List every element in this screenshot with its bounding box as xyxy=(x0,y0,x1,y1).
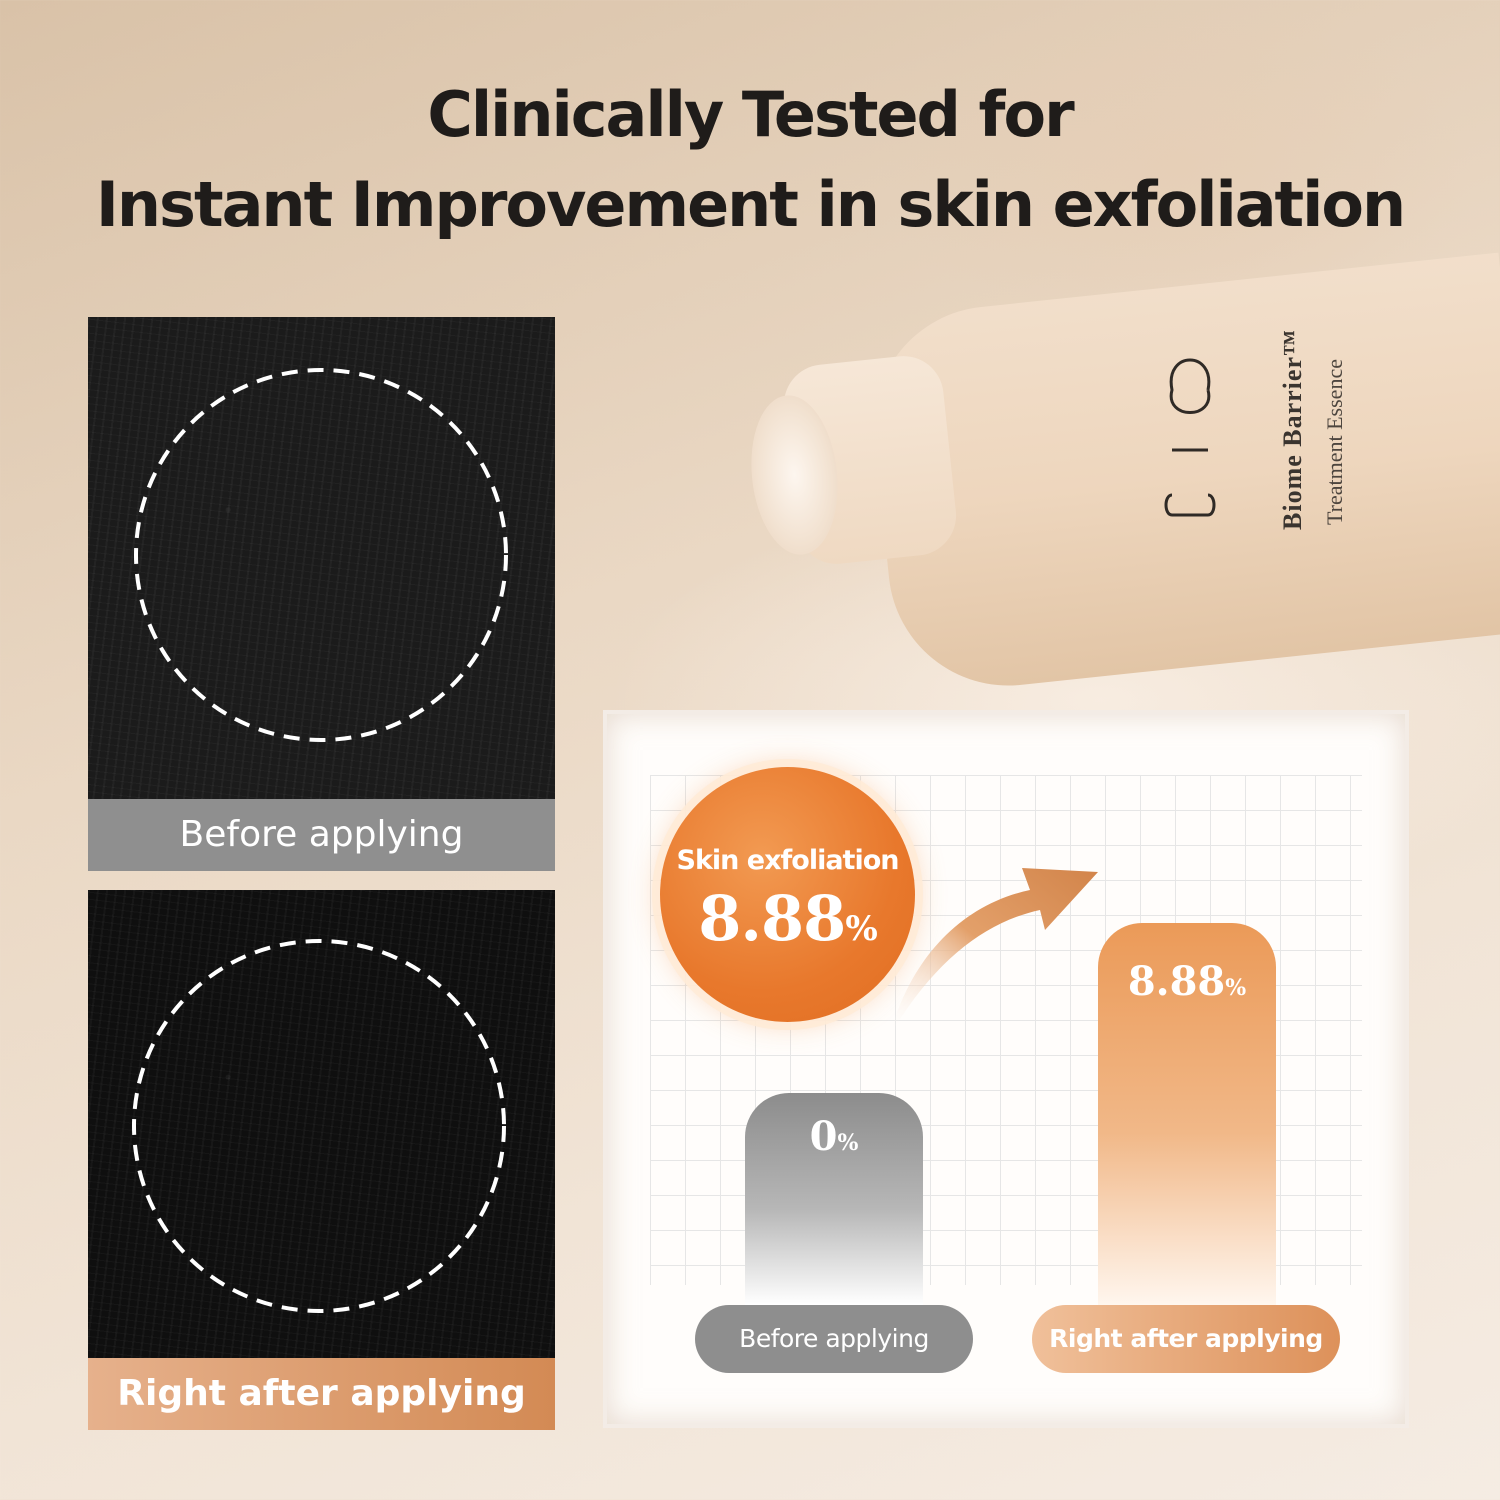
dashed-circle-marker xyxy=(134,368,508,742)
bar-value-label: 8.88% xyxy=(1127,958,1247,1006)
before-photo-caption: Before applying xyxy=(88,799,555,871)
headline-line-2: Instant Improvement in skin exfoliation xyxy=(95,168,1406,241)
bar-value-label: 0% xyxy=(809,1113,859,1160)
skin-exfoliation-badge: Skin exfoliation 8.88% xyxy=(660,767,915,1022)
after-skin-photo xyxy=(88,890,555,1358)
brand-logo xyxy=(1164,358,1216,517)
product-subtitle: Treatment Essence xyxy=(1322,359,1347,525)
bar-before: 0% xyxy=(745,1093,923,1305)
before-skin-photo xyxy=(88,317,555,799)
bar-after: 8.88% xyxy=(1098,923,1276,1305)
badge-label: Skin exfoliation xyxy=(676,845,900,876)
product-name: Biome Barrier™ xyxy=(1278,329,1307,530)
increase-arrow-icon xyxy=(890,868,1098,1035)
category-label-after: Right after applying xyxy=(1032,1305,1340,1373)
headline-line-1: Clinically Tested for xyxy=(427,78,1074,151)
after-photo-caption: Right after applying xyxy=(88,1358,555,1430)
dashed-circle-marker xyxy=(132,939,506,1313)
category-label-before: Before applying xyxy=(695,1305,973,1373)
badge-value: 8.88% xyxy=(698,882,877,955)
